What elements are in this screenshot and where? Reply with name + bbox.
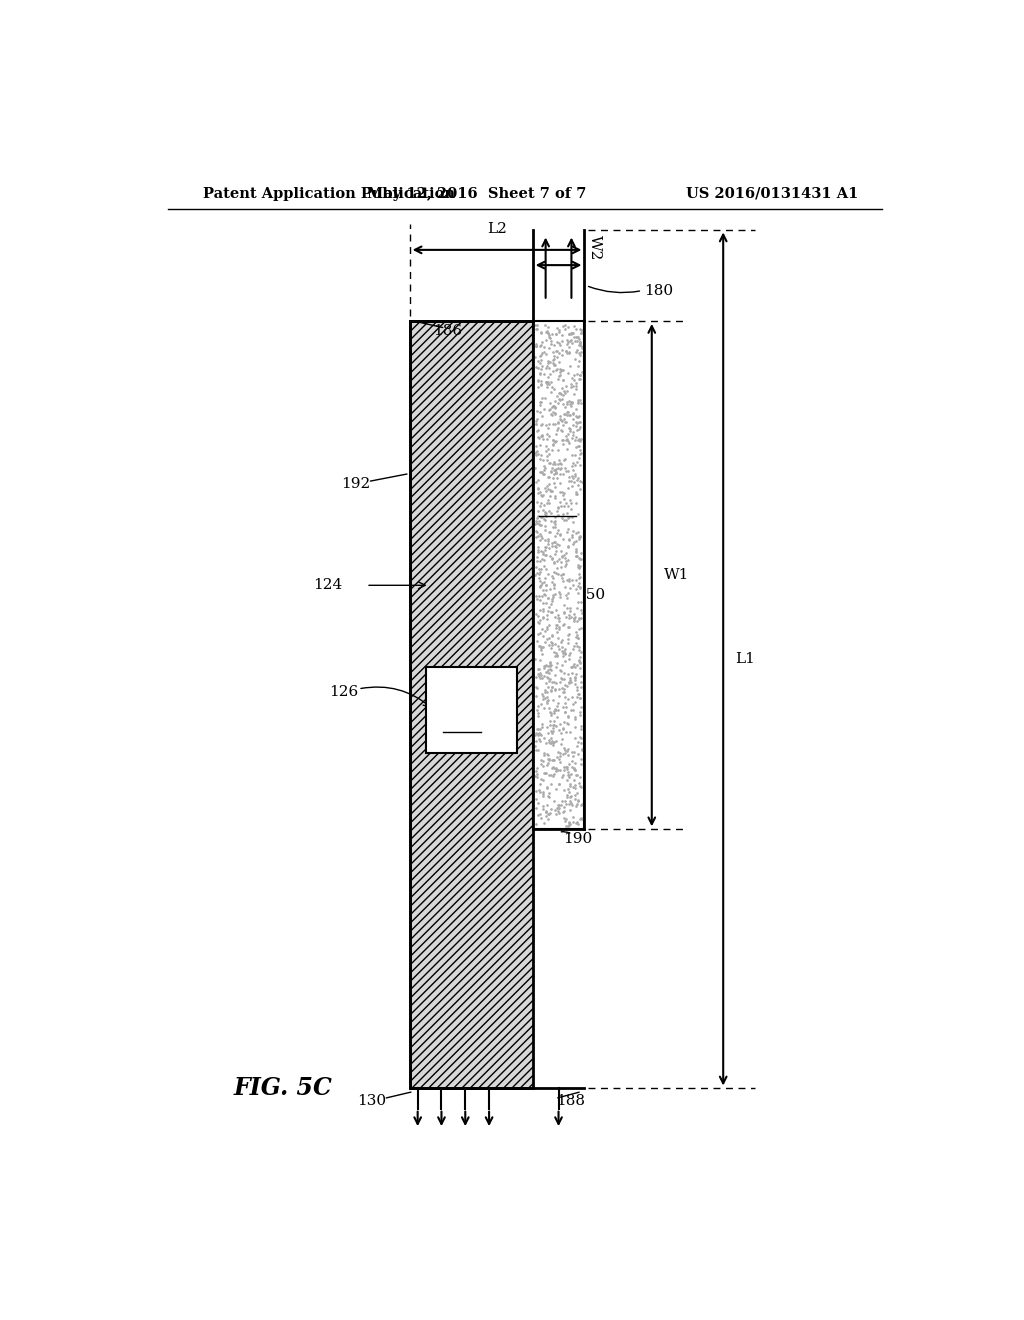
Text: 192: 192 [341, 477, 370, 491]
Text: 126: 126 [329, 685, 358, 700]
Bar [410, 321, 532, 1089]
Text: 174: 174 [449, 702, 478, 717]
Text: 130: 130 [356, 1093, 386, 1107]
Text: FIG. 5C: FIG. 5C [233, 1076, 332, 1101]
Text: US 2016/0131431 A1: US 2016/0131431 A1 [686, 187, 858, 201]
Text: 170: 170 [544, 487, 573, 500]
Text: 190: 190 [563, 833, 592, 846]
Text: 186: 186 [433, 325, 463, 338]
Text: L2: L2 [487, 222, 507, 236]
Text: L1: L1 [735, 652, 755, 667]
Text: 150: 150 [577, 589, 605, 602]
Text: Patent Application Publication: Patent Application Publication [204, 187, 456, 201]
Text: 124: 124 [313, 578, 342, 593]
Text: 180: 180 [644, 284, 673, 297]
Text: May 12, 2016  Sheet 7 of 7: May 12, 2016 Sheet 7 of 7 [368, 187, 587, 201]
Text: W1: W1 [664, 568, 689, 582]
Bar [532, 321, 585, 829]
Text: 188: 188 [557, 1093, 586, 1107]
Text: W2: W2 [588, 235, 602, 260]
Bar [426, 667, 517, 752]
